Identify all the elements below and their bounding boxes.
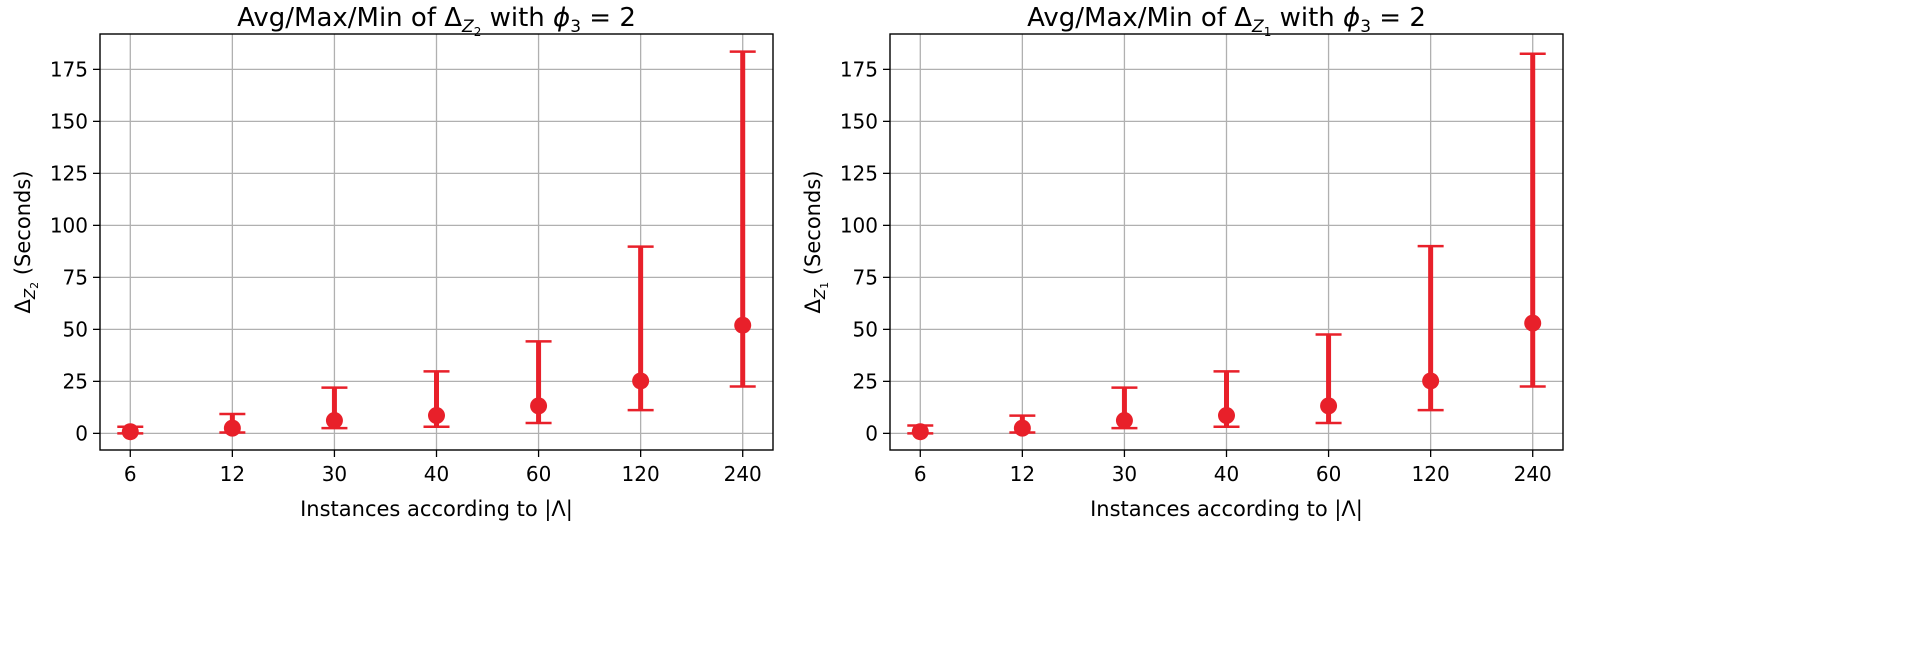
title-symbol: Δ — [1234, 3, 1252, 33]
x-tick-label: 12 — [1010, 462, 1035, 486]
title-eq: = 2 — [581, 3, 636, 33]
x-tick-label: 6 — [124, 462, 137, 486]
title-phi-sub: 3 — [570, 17, 581, 37]
ylabel-unit: (Seconds) — [801, 171, 825, 282]
x-tick-label: 30 — [322, 462, 347, 486]
chart-title: Avg/Max/Min of ΔZ2 with ϕ3 = 2 — [237, 3, 636, 39]
y-tick-label: 0 — [865, 421, 878, 445]
title-symbol: Δ — [444, 3, 462, 33]
avg-marker — [632, 372, 650, 390]
x-tick-label: 60 — [1316, 462, 1341, 486]
avg-marker — [1218, 406, 1235, 424]
avg-marker — [1013, 419, 1031, 437]
x-tick-label: 12 — [220, 462, 245, 486]
y-tick-label: 50 — [853, 317, 878, 341]
title-symbol-sub: Z — [1251, 17, 1264, 37]
title-suffix: with — [481, 3, 553, 33]
ylabel-subsub: 2 — [28, 282, 41, 289]
title-suffix: with — [1271, 3, 1343, 33]
title-symbol-subsub: 2 — [474, 25, 482, 39]
avg-marker — [223, 419, 241, 437]
chart-1: 6 12 30 40 60 120 240 0 25 50 75 100 125 150 175 Avg/Ma… — [11, 3, 774, 522]
title-symbol-subsub: 1 — [1264, 25, 1272, 39]
ylabel-unit: (Seconds) — [11, 171, 35, 282]
y-tick-label: 75 — [853, 265, 878, 289]
avg-marker — [734, 316, 752, 334]
avg-marker — [1320, 397, 1338, 415]
title-phi: ϕ — [1343, 3, 1360, 33]
y-tick-label: 125 — [50, 161, 88, 185]
y-tick-label: 150 — [50, 109, 88, 133]
chart-title: Avg/Max/Min of ΔZ1 with ϕ3 = 2 — [1027, 3, 1426, 39]
avg-marker — [530, 397, 548, 415]
y-tick-label: 75 — [63, 265, 88, 289]
y-tick-label: 0 — [75, 421, 88, 445]
x-axis-label: Instances according to |Λ| — [1090, 497, 1363, 522]
avg-marker — [1115, 411, 1133, 429]
x-tick-label: 40 — [1214, 462, 1239, 486]
y-tick-label: 175 — [50, 57, 88, 81]
ylabel-symbol: Δ — [11, 298, 35, 313]
y-axis-label: ΔZ1 (Seconds) — [801, 171, 831, 314]
y-tick-label: 25 — [63, 369, 88, 393]
y-tick-label: 125 — [840, 161, 878, 185]
avg-marker — [325, 411, 343, 429]
title-phi: ϕ — [553, 3, 570, 33]
x-tick-label: 6 — [914, 462, 927, 486]
plot-frame — [99, 33, 774, 451]
y-tick-label: 150 — [840, 109, 878, 133]
y-tick-label: 100 — [840, 213, 878, 237]
avg-marker — [1524, 314, 1542, 332]
x-tick-label: 240 — [724, 462, 762, 486]
avg-marker — [428, 406, 445, 424]
ylabel-subsub: 1 — [818, 282, 831, 289]
y-tick-label: 100 — [50, 213, 88, 237]
title-phi-sub: 3 — [1360, 17, 1371, 37]
title-symbol-sub: Z — [461, 17, 474, 37]
ylabel-symbol: Δ — [801, 298, 825, 313]
avg-marker — [121, 423, 139, 441]
title-prefix: Avg/Max/Min of — [237, 3, 444, 33]
title-prefix: Avg/Max/Min of — [1027, 3, 1234, 33]
ylabel-sub: Z — [21, 288, 39, 300]
title-eq: = 2 — [1371, 3, 1426, 33]
x-axis-label: Instances according to |Λ| — [300, 497, 573, 522]
x-tick-label: 30 — [1112, 462, 1137, 486]
y-axis-label: ΔZ2 (Seconds) — [11, 171, 41, 314]
plot-frame — [889, 33, 1564, 451]
x-tick-label: 40 — [424, 462, 449, 486]
ylabel-sub: Z — [811, 288, 829, 300]
y-tick-label: 175 — [840, 57, 878, 81]
x-tick-label: 240 — [1514, 462, 1552, 486]
x-tick-label: 60 — [526, 462, 551, 486]
x-tick-label: 120 — [622, 462, 660, 486]
avg-marker — [911, 423, 929, 441]
y-tick-label: 25 — [853, 369, 878, 393]
y-tick-label: 50 — [63, 317, 88, 341]
x-tick-label: 120 — [1412, 462, 1450, 486]
avg-marker — [1422, 372, 1440, 390]
chart-2: 6 12 30 40 60 120 240 0 25 50 75 100 125 150 175 Avg/Ma… — [801, 3, 1564, 522]
